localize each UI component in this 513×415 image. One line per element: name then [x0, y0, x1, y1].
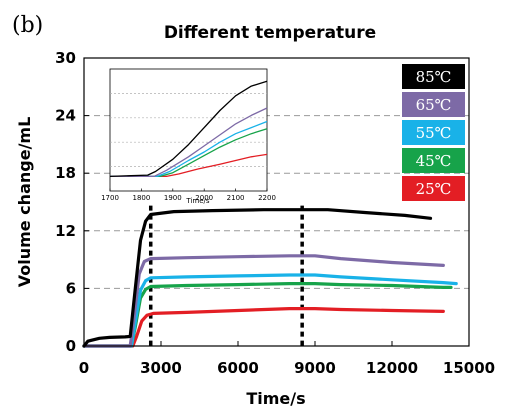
inset-frame — [109, 68, 268, 192]
chart-title: Different temperature — [164, 23, 376, 43]
inset-x-tick-label: 1700 — [101, 194, 119, 202]
inset-x-tick-label: 2000 — [195, 194, 213, 202]
legend-swatch — [402, 92, 465, 117]
y-tick-label: 18 — [55, 164, 76, 182]
legend-label: 65℃ — [416, 96, 452, 114]
axis-ticks: 0 6 12 18 24 30 0 3000 6000 9000 12000 15000 — [55, 49, 495, 377]
legend-swatch — [402, 120, 465, 145]
legend: 85℃ 65℃ 55℃ 45℃ 25℃ — [402, 64, 465, 201]
x-tick-label: 0 — [79, 359, 89, 377]
plot-frame — [83, 57, 470, 347]
y-tick-label: 6 — [66, 279, 76, 297]
legend-label: 85℃ — [416, 68, 452, 86]
y-axis-label: Volume change/mL — [15, 117, 34, 288]
inset-series-line — [109, 80, 268, 178]
y-tick-label: 12 — [55, 222, 76, 240]
legend-swatch — [402, 176, 465, 201]
series-line — [82, 273, 458, 348]
legend-swatch — [402, 64, 465, 89]
x-tick-label: 15000 — [443, 359, 495, 377]
inset-series-line — [110, 128, 268, 178]
inset-series-line — [110, 120, 268, 178]
inset-series-lines — [109, 80, 268, 178]
inset-x-tick-label: 1800 — [132, 194, 150, 202]
panel-label: (b) — [12, 13, 43, 38]
inset-x-tick-label: 2200 — [258, 194, 276, 202]
legend-swatch — [402, 148, 465, 173]
series-line — [82, 307, 445, 348]
y-tick-label: 30 — [55, 49, 76, 67]
inset-x-tick-label: 1900 — [164, 194, 182, 202]
y-tick-label: 0 — [66, 337, 76, 355]
x-tick-label: 12000 — [366, 359, 418, 377]
inset-chart: 1700 1800 1900 2000 2100 2200 Time/s — [101, 68, 276, 205]
inset-x-tick-label: 2100 — [227, 194, 245, 202]
series-line — [82, 208, 433, 348]
legend-label: 25℃ — [416, 180, 452, 198]
inset-x-axis-label: Time/s — [185, 197, 209, 205]
inset-series-line — [110, 153, 268, 178]
x-tick-label: 9000 — [294, 359, 336, 377]
x-axis-label: Time/s — [246, 389, 305, 408]
legend-label: 55℃ — [416, 124, 452, 142]
series-line — [82, 254, 445, 348]
inset-series-line — [110, 107, 268, 178]
series-lines — [82, 208, 458, 348]
y-tick-label: 24 — [55, 107, 76, 125]
x-tick-label: 3000 — [140, 359, 182, 377]
legend-label: 45℃ — [416, 152, 452, 170]
x-tick-label: 6000 — [217, 359, 259, 377]
inset-ticks: 1700 1800 1900 2000 2100 2200 — [101, 188, 276, 202]
